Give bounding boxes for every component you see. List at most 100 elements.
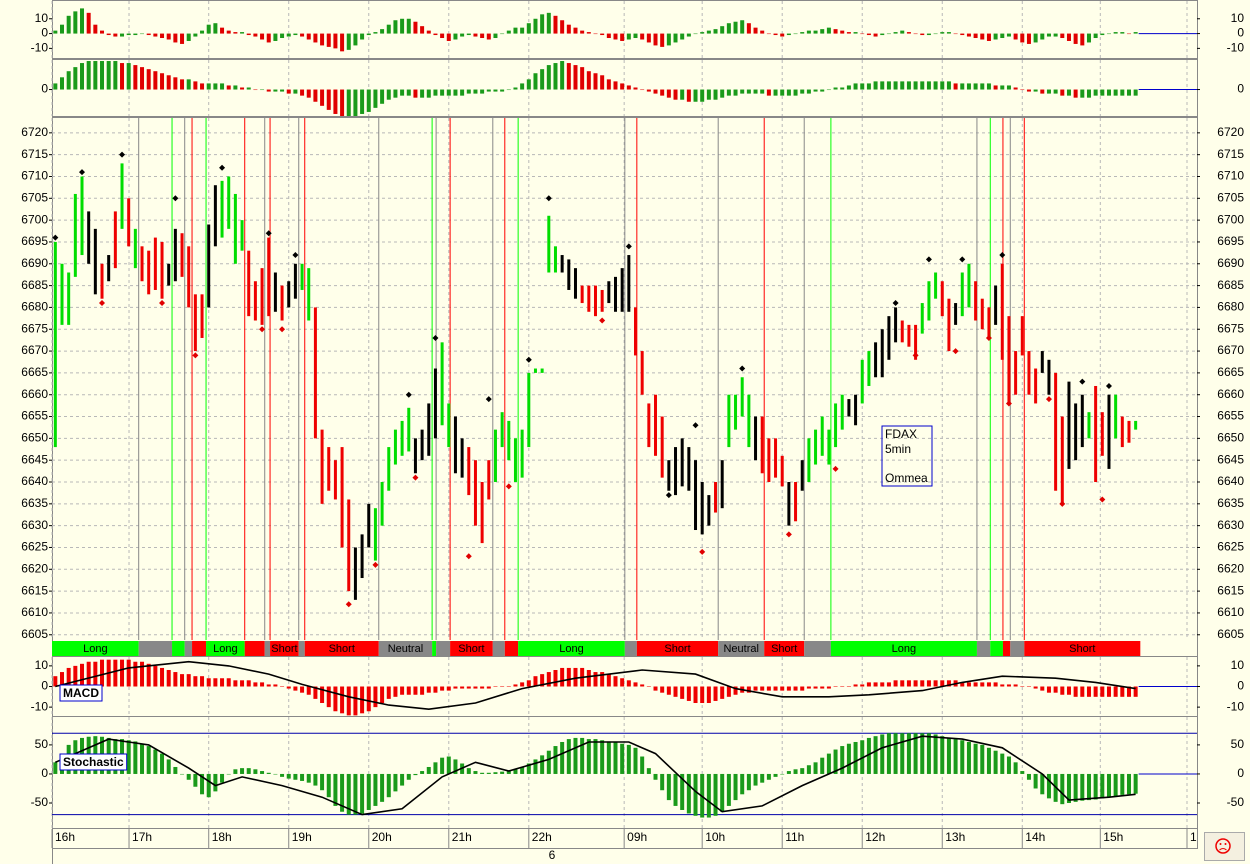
histogram-bar [566, 667, 571, 687]
histogram-bar [786, 771, 791, 774]
histogram-bar [286, 33, 291, 37]
histogram-bar [426, 30, 431, 34]
swing-dot [1105, 382, 1112, 389]
histogram-bar [233, 85, 238, 90]
histogram-bar [1133, 89, 1138, 96]
histogram-bar [753, 686, 758, 691]
signal-band [378, 641, 433, 656]
histogram-bar [993, 682, 998, 687]
x-tick-label: 1 [1190, 830, 1197, 844]
histogram-bar [260, 33, 265, 40]
histogram-bar [553, 669, 558, 687]
histogram-bar [1106, 773, 1111, 798]
histogram-bar [160, 667, 165, 687]
histogram-bar [400, 773, 405, 786]
histogram-bar [1093, 89, 1098, 96]
sad-face-eye[interactable] [1219, 843, 1222, 845]
histogram-bar [173, 33, 178, 43]
histogram-bar [1053, 686, 1058, 693]
histogram-bar [1113, 686, 1118, 697]
price-bar [113, 211, 117, 269]
histogram-bar [986, 747, 991, 774]
y-tick-label: 50 [1231, 737, 1245, 751]
signal-line [55, 660, 1136, 711]
histogram-bar [653, 33, 658, 46]
price-bar [794, 482, 798, 522]
histogram-bar [320, 773, 325, 791]
price-bar [400, 420, 404, 456]
histogram-bar [206, 773, 211, 798]
histogram-bar [200, 773, 205, 795]
price-bar [500, 412, 504, 448]
histogram-bar [606, 674, 611, 687]
histogram-bar [646, 686, 651, 687]
histogram-bar [913, 680, 918, 687]
histogram-bar [546, 672, 551, 687]
y-tick-label: 6700 [21, 212, 48, 226]
histogram-bar [1053, 89, 1058, 94]
histogram-bar [946, 680, 951, 687]
y-tick-label: 6720 [1217, 125, 1244, 139]
status-button-frame[interactable] [1204, 832, 1245, 861]
histogram-bar [600, 75, 605, 90]
price-bar [173, 228, 177, 282]
histogram-bar [920, 33, 925, 36]
histogram-bar [926, 733, 931, 774]
histogram-bar [773, 89, 778, 96]
histogram-bar [500, 89, 505, 92]
histogram-bar [380, 29, 385, 34]
histogram-bar [320, 33, 325, 46]
histogram-bar [726, 686, 731, 697]
price-bar [734, 394, 738, 430]
price-bar [93, 228, 97, 295]
histogram-bar [60, 24, 65, 34]
status-button[interactable] [1204, 832, 1245, 861]
histogram-bar [633, 682, 638, 687]
histogram-bar [586, 32, 591, 34]
y-tick-label: 6710 [21, 169, 48, 183]
histogram-bar [706, 30, 711, 34]
swing-dot [172, 195, 179, 202]
signal-band [492, 641, 505, 656]
histogram-bar [293, 773, 298, 780]
sad-face-eye[interactable] [1224, 843, 1227, 845]
histogram-bar [940, 32, 945, 34]
panel-label: Stochastic [63, 755, 124, 769]
price-bar [607, 281, 611, 304]
histogram-bar [1086, 33, 1091, 43]
swing-dot [545, 195, 552, 202]
histogram-bar [406, 773, 411, 780]
price-bar [553, 246, 557, 273]
histogram-bar [926, 33, 931, 36]
histogram-bar [273, 684, 278, 687]
signal-band [298, 641, 305, 656]
histogram-bar [126, 33, 131, 36]
histogram-bar [620, 743, 625, 774]
sad-face[interactable] [1215, 838, 1231, 854]
y-tick-label: 6670 [1217, 343, 1244, 357]
histogram-bar [473, 89, 478, 94]
histogram-bar [366, 89, 371, 112]
histogram-bar [493, 772, 498, 774]
histogram-bar [860, 684, 865, 687]
histogram-bar [133, 661, 138, 687]
histogram-bar [946, 737, 951, 774]
histogram-bar [826, 27, 831, 34]
x-tick-label: 09h [627, 830, 647, 844]
x-tick-label: 20h [372, 830, 392, 844]
histogram-bar [646, 768, 651, 774]
y-tick-label: 6665 [1217, 365, 1244, 379]
histogram-bar [766, 33, 771, 35]
histogram-bar [480, 89, 485, 94]
histogram-bar [926, 680, 931, 687]
histogram-bar [586, 739, 591, 774]
price-bar [880, 329, 884, 378]
histogram-bar [93, 61, 98, 90]
price-bar [280, 285, 284, 321]
histogram-bar [253, 33, 258, 37]
sad-face-mouth[interactable] [1219, 848, 1227, 851]
histogram-bar [1020, 771, 1025, 774]
histogram-bar [333, 686, 338, 712]
swing-dot [912, 352, 919, 359]
histogram-bar [180, 33, 185, 44]
